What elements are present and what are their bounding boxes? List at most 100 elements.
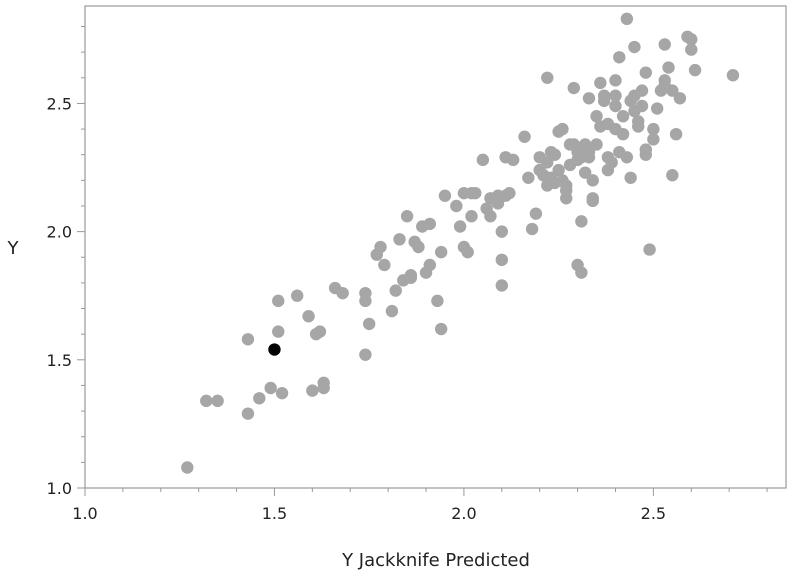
- data-point: [313, 325, 327, 338]
- data-point: [506, 153, 520, 167]
- data-point: [272, 325, 285, 338]
- x-tick-label: 2.0: [451, 504, 476, 523]
- data-point: [393, 233, 406, 246]
- highlighted-data-point: [268, 343, 281, 356]
- data-point: [241, 407, 255, 420]
- data-point: [404, 269, 418, 282]
- data-point: [620, 151, 634, 164]
- data-point: [632, 120, 645, 133]
- data-point: [560, 192, 573, 205]
- data-point: [685, 43, 698, 56]
- data-point: [635, 99, 649, 113]
- y-tick-label: 1.0: [47, 479, 72, 498]
- data-point: [647, 122, 660, 136]
- data-point: [609, 74, 622, 87]
- data-point: [548, 148, 562, 161]
- x-axis: 1.0 1.5 2.0 2.5: [72, 488, 768, 523]
- data-point: [575, 215, 588, 228]
- data-point: [412, 240, 425, 254]
- data-point: [673, 92, 687, 105]
- data-point: [434, 322, 448, 336]
- data-point: [438, 189, 452, 202]
- data-points: [181, 12, 740, 474]
- data-point: [211, 394, 224, 408]
- data-point: [616, 110, 630, 123]
- data-point: [613, 51, 626, 64]
- data-point: [359, 348, 372, 361]
- data-point: [582, 92, 596, 105]
- data-point: [639, 66, 652, 79]
- data-point: [586, 194, 599, 208]
- data-point: [650, 102, 664, 115]
- data-point: [476, 153, 490, 167]
- data-point: [666, 84, 679, 97]
- data-point: [575, 266, 588, 279]
- data-point: [495, 279, 509, 292]
- data-point: [594, 76, 607, 90]
- data-point: [495, 253, 509, 267]
- data-point: [400, 210, 414, 223]
- data-point: [431, 294, 444, 308]
- data-point: [556, 122, 569, 136]
- data-point: [643, 243, 656, 256]
- data-point: [290, 289, 304, 302]
- data-point: [688, 63, 702, 77]
- data-point: [503, 186, 516, 200]
- data-point: [389, 284, 402, 297]
- data-point: [578, 166, 592, 179]
- data-point: [253, 392, 266, 405]
- data-point: [609, 99, 622, 113]
- data-point: [434, 245, 448, 259]
- data-point: [275, 386, 289, 400]
- data-point: [609, 89, 622, 102]
- y-tick-label: 2.0: [47, 223, 72, 242]
- data-point: [264, 381, 277, 395]
- data-point: [495, 225, 509, 238]
- data-point: [522, 171, 535, 184]
- data-point: [484, 210, 497, 223]
- data-point: [423, 217, 437, 231]
- data-point: [385, 304, 399, 318]
- data-point: [669, 127, 683, 141]
- x-tick-label: 1.5: [262, 504, 287, 523]
- data-point: [624, 171, 637, 184]
- data-point: [620, 12, 634, 26]
- data-point: [272, 294, 285, 308]
- data-point: [582, 145, 596, 159]
- data-point: [635, 84, 649, 97]
- data-point: [597, 89, 611, 102]
- data-point: [628, 40, 641, 54]
- x-axis-title: Y Jackknife Predicted: [341, 550, 530, 571]
- data-point: [423, 258, 437, 272]
- data-point: [605, 156, 618, 169]
- data-point: [453, 220, 467, 233]
- data-point: [541, 71, 554, 84]
- data-point: [552, 163, 565, 177]
- x-tick-label: 2.5: [641, 504, 666, 523]
- data-point: [450, 199, 463, 213]
- data-point: [590, 138, 603, 151]
- data-point: [302, 310, 315, 323]
- data-point: [525, 222, 539, 236]
- data-point: [647, 133, 660, 146]
- data-point: [685, 33, 698, 46]
- plot-frame: [84, 5, 787, 489]
- data-point: [317, 381, 330, 395]
- y-axis: 1.0 1.5 2.0 2.5: [47, 26, 85, 498]
- data-point: [336, 286, 349, 300]
- data-point: [518, 130, 531, 143]
- data-point: [378, 258, 391, 272]
- data-point: [469, 186, 482, 200]
- data-point: [590, 110, 603, 123]
- y-axis-title: Y: [7, 238, 20, 259]
- data-point: [662, 61, 675, 74]
- data-point: [306, 384, 319, 397]
- data-point: [461, 245, 474, 259]
- data-point: [658, 38, 671, 51]
- data-point: [666, 169, 679, 182]
- data-point: [616, 127, 630, 141]
- data-point: [465, 210, 478, 223]
- data-point: [567, 81, 581, 95]
- data-point: [541, 156, 554, 169]
